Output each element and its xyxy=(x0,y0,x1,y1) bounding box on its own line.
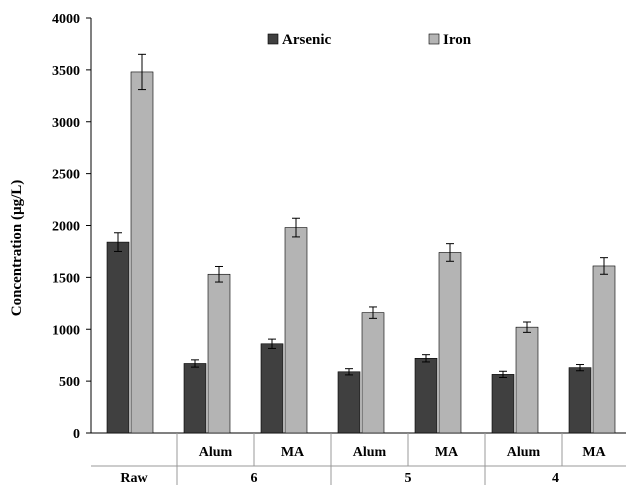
y-tick-label: 0 xyxy=(73,427,80,442)
x-sub-label: MA xyxy=(435,445,459,460)
bar-arsenic-6 xyxy=(568,367,592,434)
y-tick-label: 3000 xyxy=(52,116,80,131)
y-axis-tick-labels: 0 500 1000 1500 2000 2500 3000 3500 4000 xyxy=(52,12,80,442)
y-tick-label: 1000 xyxy=(52,323,80,338)
x-group-label: 5 xyxy=(405,471,412,485)
bar-iron-3 xyxy=(361,312,385,434)
x-group-label: Raw xyxy=(120,471,148,485)
x-group-label: 6 xyxy=(251,471,258,485)
y-tick-label: 2000 xyxy=(52,220,80,235)
y-tick-label: 4000 xyxy=(52,12,80,27)
bar-arsenic-5 xyxy=(491,374,515,434)
legend-label-iron: Iron xyxy=(443,32,472,48)
chart-bars xyxy=(106,71,616,434)
bar-iron-6 xyxy=(592,265,616,434)
y-axis-title: Concentration (µg/L) xyxy=(9,180,25,317)
bar-arsenic-3 xyxy=(337,371,361,434)
y-tick-label: 1500 xyxy=(52,271,80,286)
y-tick-label: 500 xyxy=(59,375,80,390)
legend-label-arsenic: Arsenic xyxy=(282,32,331,48)
bar-iron-0 xyxy=(130,71,154,434)
bar-iron-5 xyxy=(515,326,539,434)
legend-swatch-arsenic xyxy=(267,33,279,45)
x-sub-label: MA xyxy=(281,445,305,460)
y-tick-label: 2500 xyxy=(52,168,80,183)
x-sub-label: Alum xyxy=(199,445,233,460)
x-sub-label: Alum xyxy=(507,445,541,460)
bar-arsenic-0 xyxy=(106,241,130,434)
y-tick-label: 3500 xyxy=(52,64,80,79)
x-sub-label: MA xyxy=(582,445,606,460)
bar-iron-4 xyxy=(438,252,462,434)
bar-iron-1 xyxy=(207,273,231,434)
bar-arsenic-2 xyxy=(260,343,284,434)
chart-error-bars xyxy=(114,53,608,378)
legend-swatch-iron xyxy=(428,33,440,45)
x-group-label: 4 xyxy=(552,471,559,485)
x-axis-labels: Alum MA Alum MA Alum MA Raw 6 5 4 xyxy=(120,445,606,485)
chart-legend: Arsenic Iron xyxy=(267,32,472,48)
bar-iron-2 xyxy=(284,227,308,434)
bar-arsenic-4 xyxy=(414,357,438,434)
bar-arsenic-1 xyxy=(183,363,207,434)
x-sub-label: Alum xyxy=(353,445,387,460)
